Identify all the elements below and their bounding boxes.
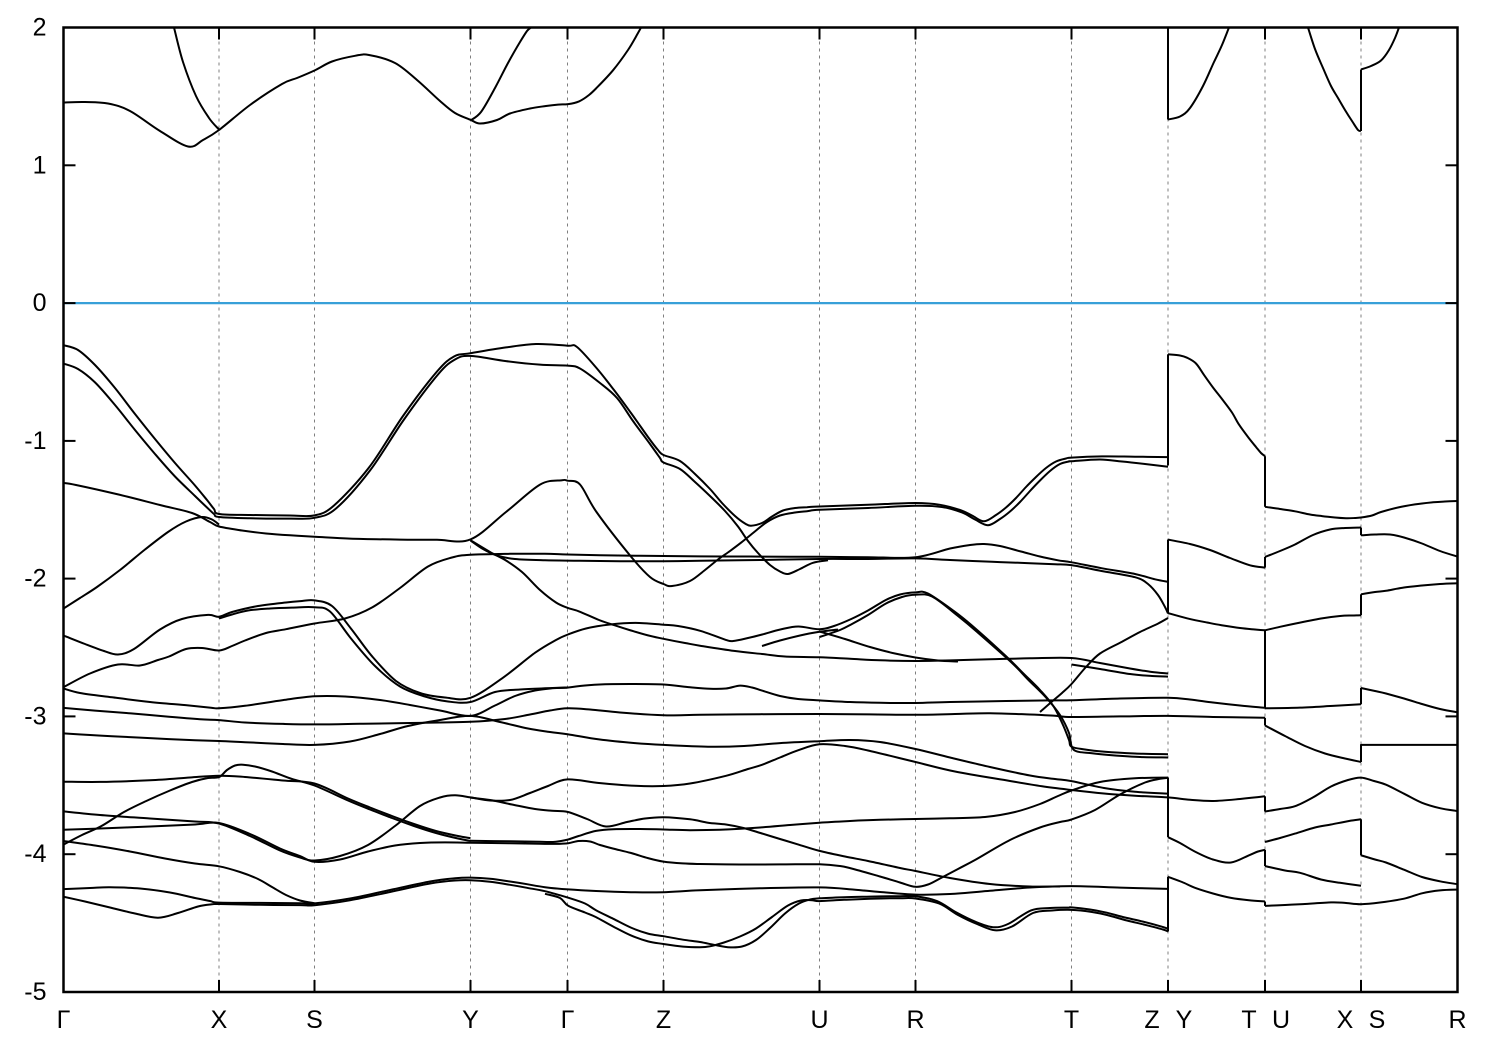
- svg-text:S: S: [306, 1006, 323, 1034]
- svg-text:S: S: [1369, 1006, 1386, 1034]
- svg-text:-4: -4: [24, 840, 46, 868]
- svg-text:T: T: [1064, 1006, 1079, 1034]
- svg-text:R: R: [906, 1006, 924, 1034]
- svg-text:R: R: [1448, 1006, 1466, 1034]
- svg-text:Z: Z: [1144, 1006, 1159, 1034]
- svg-text:T: T: [1241, 1006, 1256, 1034]
- svg-text:0: 0: [33, 289, 47, 317]
- svg-text:U: U: [810, 1006, 828, 1034]
- svg-text:Y: Y: [462, 1006, 479, 1034]
- svg-text:X: X: [211, 1006, 228, 1034]
- svg-text:-3: -3: [24, 702, 46, 730]
- svg-text:Y: Y: [1176, 1006, 1193, 1034]
- svg-text:X: X: [1337, 1006, 1354, 1034]
- svg-text:-1: -1: [24, 427, 46, 455]
- svg-text:Z: Z: [656, 1006, 671, 1034]
- svg-text:1: 1: [33, 151, 47, 179]
- svg-text:Γ: Γ: [57, 1006, 71, 1034]
- svg-text:-2: -2: [24, 565, 46, 593]
- svg-text:Γ: Γ: [561, 1006, 575, 1034]
- svg-text:2: 2: [33, 14, 47, 42]
- svg-text:U: U: [1272, 1006, 1290, 1034]
- svg-text:-5: -5: [24, 978, 46, 1006]
